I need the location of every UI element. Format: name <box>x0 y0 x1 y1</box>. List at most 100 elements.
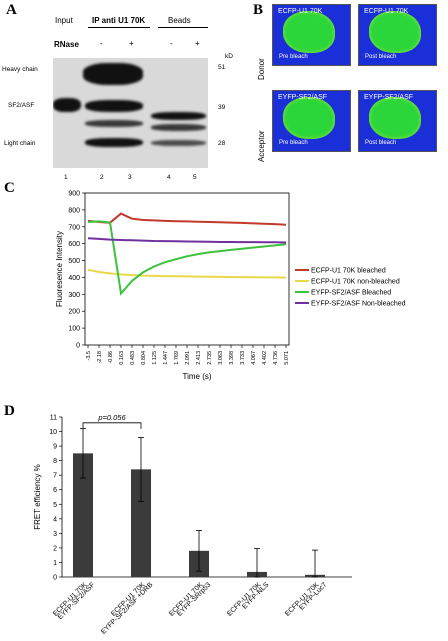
y-axis-label: FRET efficiency % <box>33 464 42 530</box>
col-ip-underline <box>88 27 150 28</box>
rnase-label: RNase <box>54 40 79 49</box>
micrograph-acceptor-pre: EYFP-SF2/ASF Pre bleach <box>272 90 351 152</box>
p-value-label: p=0.056 <box>97 413 126 422</box>
x-tick-label: 0.483 <box>130 351 136 365</box>
x-tick-label: 1.769 <box>174 351 180 365</box>
marker-28: 28 <box>218 140 226 147</box>
lane-number: 4 <box>167 174 171 181</box>
panel-d-letter: D <box>4 403 15 419</box>
plot-area <box>84 192 290 346</box>
micrograph-donor-pre: ECFP-U1 70K Pre bleach <box>272 4 351 66</box>
row-label-light-chain: Light chain <box>4 140 36 147</box>
x-tick-label: 2.735 <box>207 351 213 365</box>
y-tick-label: 0 <box>53 575 57 582</box>
x-tick-label: -0.86 <box>108 351 114 364</box>
x-tick-label: 3.063 <box>218 351 224 365</box>
y-tick-label: 100 <box>68 326 80 333</box>
micrograph-title: ECFP-U1 70K <box>278 8 323 15</box>
blot-band <box>85 120 143 127</box>
legend-entry: EYFP-SF2/ASF Bleached <box>311 290 391 297</box>
y-tick-label: 4 <box>53 516 57 523</box>
micrograph-donor-post: ECFP-U1 70K Post bleach <box>358 4 437 66</box>
y-tick-label: 8 <box>53 458 57 465</box>
category-label: EYFP-SF2/ASF +DRB <box>100 581 155 636</box>
y-tick-label: 0 <box>76 343 80 350</box>
col-input-label: Input <box>55 16 73 25</box>
x-tick-label: 1.447 <box>163 351 169 365</box>
nucleus <box>369 11 421 53</box>
x-tick-label: 5.071 <box>284 351 290 365</box>
x-tick-label: -3.5 <box>86 351 92 360</box>
series-line <box>87 212 287 226</box>
nucleus <box>369 97 421 139</box>
micrograph-sub: Post bleach <box>365 54 397 60</box>
micrograph-acceptor-post: EYFP-SF2/ASF Post bleach <box>358 90 437 152</box>
series-line <box>87 220 287 296</box>
bar <box>131 469 151 577</box>
y-tick-label: 5 <box>53 502 57 509</box>
y-tick-label: 700 <box>68 224 80 231</box>
kd-label: kD <box>225 53 233 60</box>
fluorescence-line-chart: 0 100 200 300 400 500 600 700 800 900 -3.5 -2.18 -0.… <box>55 191 406 382</box>
lane-number: 1 <box>64 174 68 181</box>
y-tick-label: 200 <box>68 309 80 316</box>
row-label-sf2asf: SF2/ASF <box>8 102 35 109</box>
lane-number: 2 <box>100 174 104 181</box>
series-line <box>87 268 287 279</box>
x-tick-label: 0.163 <box>119 351 125 365</box>
micrograph-title: EYFP-SF2/ASF <box>278 94 328 101</box>
marker-39: 39 <box>218 104 226 111</box>
x-tick-label: 4.402 <box>262 351 268 365</box>
lane-number: 3 <box>128 174 132 181</box>
nucleus <box>283 11 335 53</box>
micrograph-title: ECFP-U1 70K <box>364 8 409 15</box>
x-tick-label: -2.18 <box>97 351 103 364</box>
y-tick-label: 900 <box>68 191 80 198</box>
y-tick-label: 7 <box>53 473 57 480</box>
x-tick-label: 4.067 <box>251 351 257 365</box>
y-tick-label: 11 <box>50 415 57 422</box>
row-label-heavy-chain: Heavy chain <box>2 66 38 73</box>
bar <box>73 453 93 577</box>
panel-b-letter: B <box>253 2 264 18</box>
nucleus <box>283 97 335 139</box>
panel-c-letter: C <box>4 180 15 196</box>
marker-51: 51 <box>218 64 226 71</box>
rnase-mark-4: + <box>195 39 200 48</box>
x-tick-label: 1.125 <box>152 351 158 365</box>
y-axis-label: Fluoresence Intensity <box>55 231 64 307</box>
x-tick-label: 3.733 <box>240 351 246 365</box>
y-tick-label: 500 <box>68 258 80 265</box>
y-tick-label: 600 <box>68 241 80 248</box>
blot-band <box>151 124 206 131</box>
x-tick-label: 2.091 <box>185 351 191 365</box>
legend-entry: EYFP-SF2/ASF Non-bleached <box>311 301 406 308</box>
x-tick-label: 0.804 <box>141 351 147 365</box>
rnase-mark-1: - <box>100 39 103 48</box>
micrograph-sub: Pre bleach <box>279 54 308 60</box>
y-tick-label: 1 <box>53 560 57 567</box>
y-tick-label: 300 <box>68 292 80 299</box>
rnase-mark-3: - <box>170 39 173 48</box>
western-blot <box>53 58 208 168</box>
col-beads-underline <box>158 27 208 28</box>
x-axis-label: Time (s) <box>182 372 211 381</box>
row-label-donor: Donor <box>257 58 266 80</box>
y-tick-label: 6 <box>53 487 57 494</box>
series-line <box>87 237 287 244</box>
legend-entry: ECFP-U1 70K bleached <box>311 268 386 275</box>
blot-band <box>85 138 143 147</box>
y-tick-label: 3 <box>53 531 57 538</box>
row-label-acceptor: Acceptor <box>257 130 266 162</box>
significance-bracket <box>82 422 142 429</box>
y-tick-label: 9 <box>53 444 57 451</box>
blot-band <box>85 100 143 112</box>
y-tick-label: 2 <box>53 545 57 552</box>
lane-number: 5 <box>193 174 197 181</box>
rnase-mark-2: + <box>129 39 134 48</box>
x-tick-label: 3.398 <box>229 351 235 365</box>
blot-band <box>83 63 143 85</box>
y-tick-label: 10 <box>49 429 57 436</box>
micrograph-sub: Pre bleach <box>279 140 308 146</box>
